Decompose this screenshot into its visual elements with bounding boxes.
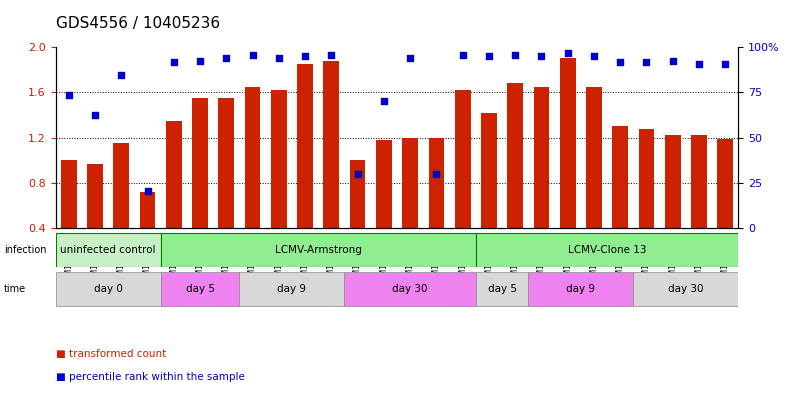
Bar xyxy=(61,160,76,228)
FancyBboxPatch shape xyxy=(56,233,160,266)
Point xyxy=(719,61,731,67)
Point xyxy=(509,52,522,58)
Text: day 30: day 30 xyxy=(392,284,428,294)
Bar xyxy=(612,126,628,228)
Text: LCMV-Clone 13: LCMV-Clone 13 xyxy=(568,244,646,255)
Bar xyxy=(192,98,208,228)
Bar xyxy=(114,143,129,228)
Text: ■ percentile rank within the sample: ■ percentile rank within the sample xyxy=(56,372,245,382)
Bar xyxy=(560,59,576,228)
Point xyxy=(692,61,705,67)
Point xyxy=(299,53,311,59)
Bar xyxy=(507,83,523,228)
Point xyxy=(404,55,417,62)
Bar xyxy=(718,139,733,228)
Bar xyxy=(691,135,707,228)
Point xyxy=(63,92,75,98)
FancyBboxPatch shape xyxy=(240,272,345,306)
Point xyxy=(168,59,180,65)
Point xyxy=(272,55,285,62)
Text: GDS4556 / 10405236: GDS4556 / 10405236 xyxy=(56,17,220,31)
Point xyxy=(194,58,206,64)
Point xyxy=(561,50,574,56)
Point xyxy=(535,53,548,59)
Bar xyxy=(586,87,602,228)
Text: day 9: day 9 xyxy=(277,284,306,294)
Bar xyxy=(297,64,313,228)
FancyBboxPatch shape xyxy=(160,272,240,306)
Point xyxy=(640,59,653,65)
Point xyxy=(430,171,443,177)
Point xyxy=(220,55,233,62)
Point xyxy=(666,58,679,64)
Bar xyxy=(87,163,103,228)
FancyBboxPatch shape xyxy=(528,272,634,306)
Bar xyxy=(271,90,287,228)
Text: ■ transformed count: ■ transformed count xyxy=(56,349,166,359)
Point xyxy=(246,52,259,58)
Text: day 30: day 30 xyxy=(668,284,703,294)
Text: day 9: day 9 xyxy=(566,284,596,294)
Bar xyxy=(140,192,156,228)
FancyBboxPatch shape xyxy=(476,272,528,306)
FancyBboxPatch shape xyxy=(345,272,476,306)
Bar xyxy=(665,135,680,228)
Bar xyxy=(638,129,654,228)
Point xyxy=(115,72,128,79)
Bar xyxy=(455,90,471,228)
FancyBboxPatch shape xyxy=(476,233,738,266)
Text: infection: infection xyxy=(4,244,47,255)
Bar xyxy=(429,138,445,228)
FancyBboxPatch shape xyxy=(634,272,738,306)
Bar xyxy=(403,138,418,228)
Point xyxy=(325,52,337,58)
Bar xyxy=(481,113,497,228)
Bar xyxy=(323,61,339,228)
Text: day 0: day 0 xyxy=(94,284,122,294)
Point xyxy=(89,112,102,118)
Bar xyxy=(166,121,182,228)
Bar xyxy=(534,87,549,228)
Point xyxy=(483,53,495,59)
Point xyxy=(351,171,364,177)
Text: day 5: day 5 xyxy=(488,284,517,294)
Point xyxy=(457,52,469,58)
Point xyxy=(614,59,626,65)
Text: time: time xyxy=(4,284,26,294)
Bar xyxy=(245,87,260,228)
Point xyxy=(588,53,600,59)
Bar xyxy=(376,140,391,228)
Point xyxy=(141,187,154,194)
Text: LCMV-Armstrong: LCMV-Armstrong xyxy=(275,244,361,255)
FancyBboxPatch shape xyxy=(160,233,476,266)
FancyBboxPatch shape xyxy=(56,272,160,306)
Text: uninfected control: uninfected control xyxy=(60,244,156,255)
Bar xyxy=(349,160,365,228)
Bar xyxy=(218,98,234,228)
Point xyxy=(377,98,390,105)
Text: day 5: day 5 xyxy=(186,284,214,294)
